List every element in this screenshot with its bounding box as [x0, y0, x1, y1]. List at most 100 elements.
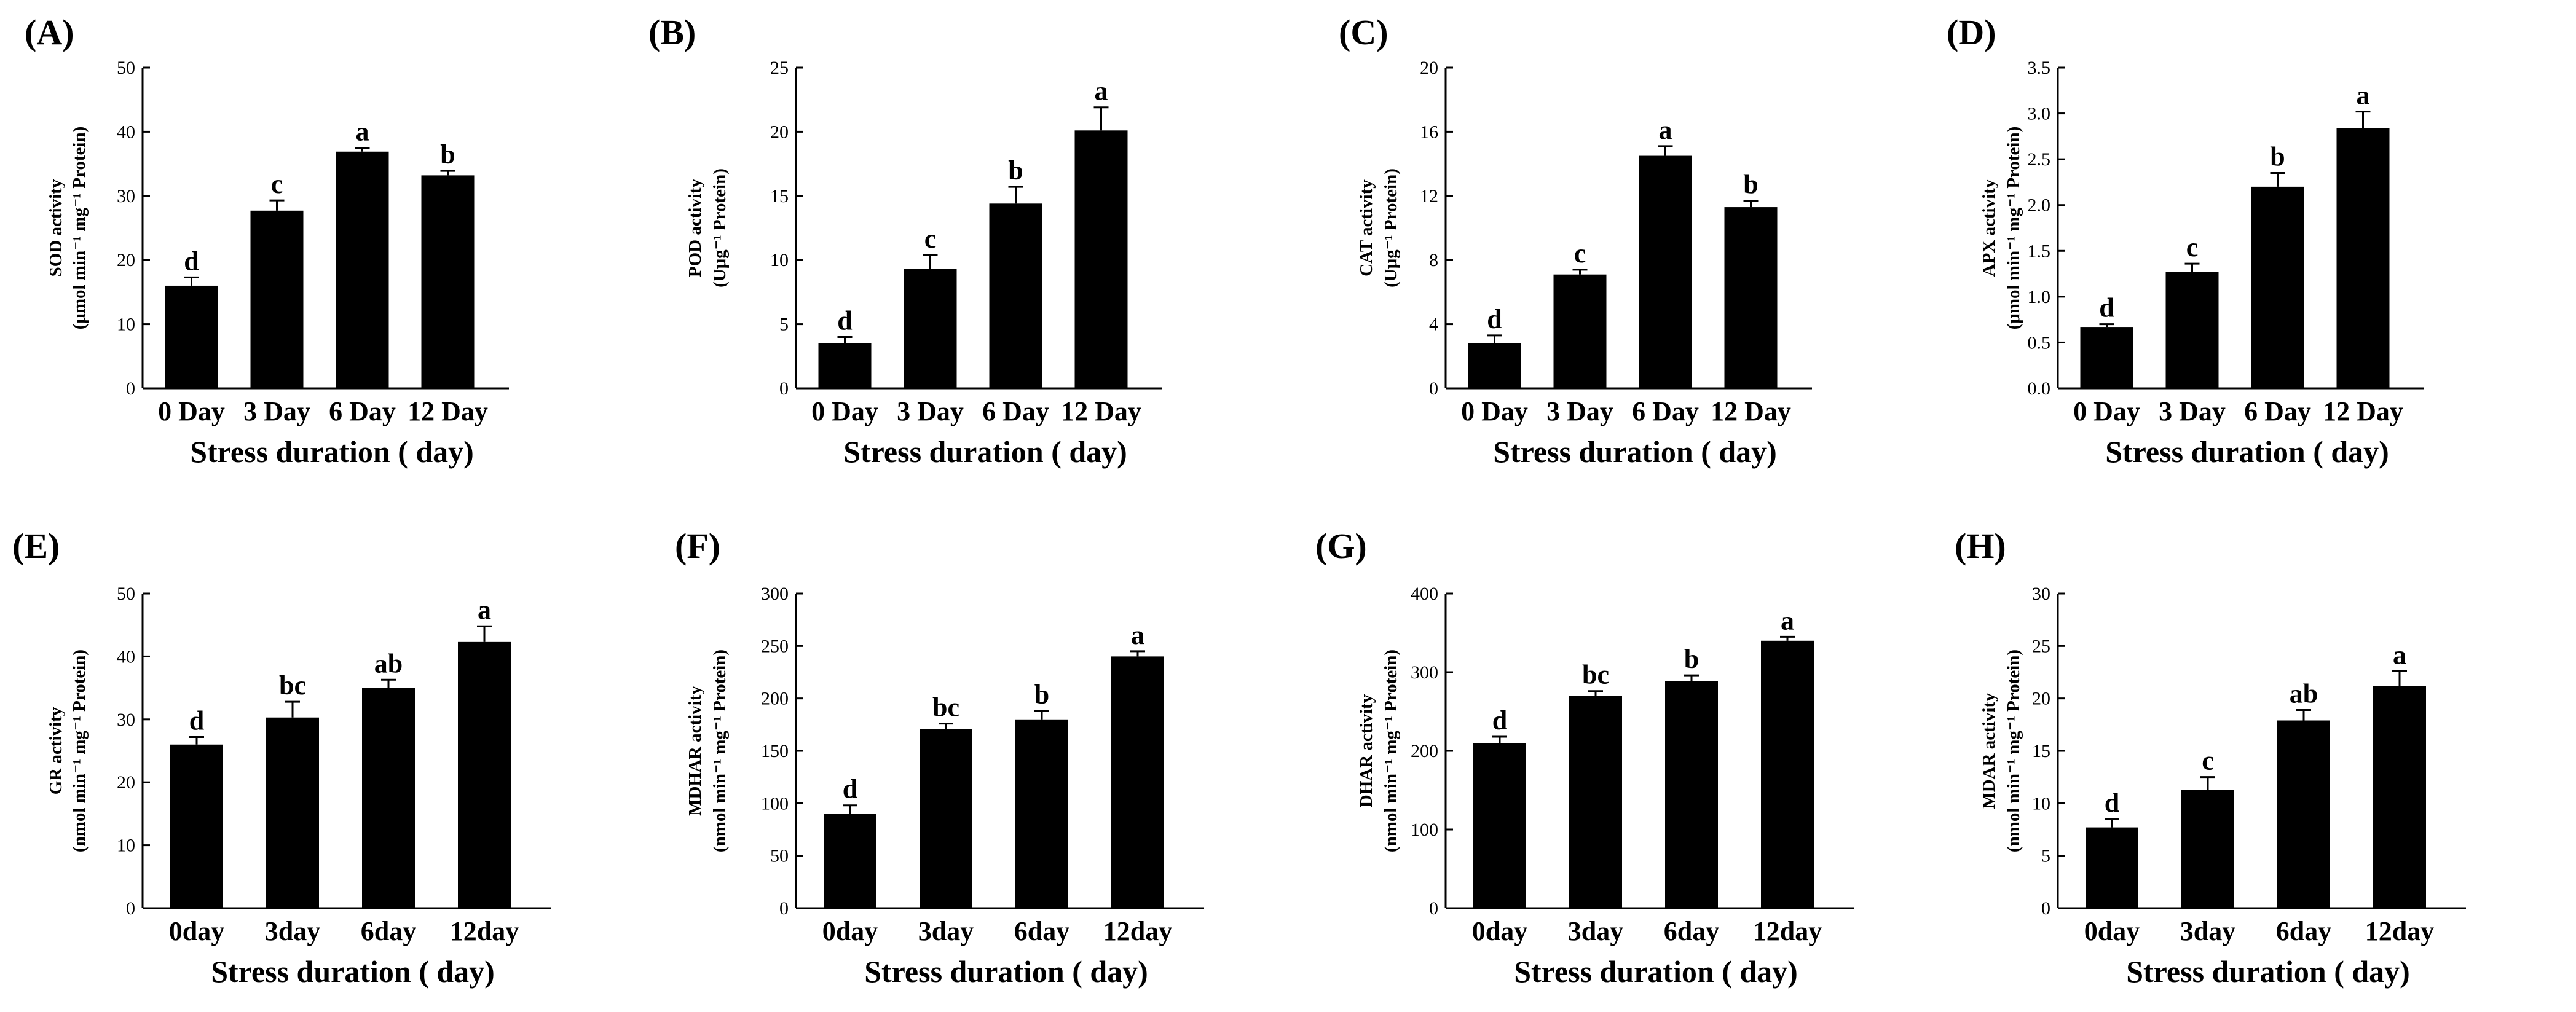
bar	[2181, 790, 2234, 908]
y-axis-unit: (nmol min⁻¹ mg⁻¹ Protein)	[710, 649, 730, 852]
x-axis-title: Stress duration ( day)	[2105, 434, 2389, 469]
y-tick-label: 0	[126, 379, 135, 399]
bar	[362, 688, 415, 908]
y-tick-label: 0	[779, 898, 789, 919]
bar	[2373, 686, 2426, 908]
significance-letter: d	[1492, 705, 1507, 735]
y-axis-title: DHAR activity	[1357, 694, 1376, 807]
y-axis-unit: (Uμg⁻¹ Protein)	[710, 168, 730, 288]
x-tick-label: 3 Day	[897, 396, 964, 426]
y-tick-label: 25	[2032, 636, 2050, 656]
x-tick-label: 12 Day	[1711, 396, 1791, 426]
y-tick-label: 0	[1429, 898, 1438, 919]
bar	[2251, 186, 2304, 388]
panel-label: (G)	[1315, 526, 1367, 566]
bar	[1015, 719, 1068, 908]
x-tick-label: 3day	[265, 916, 320, 946]
y-tick-label: 100	[1411, 820, 1438, 840]
significance-letter: c	[1574, 238, 1586, 269]
bar	[1473, 743, 1526, 908]
y-axis-title: POD activity	[685, 178, 705, 277]
bar	[1468, 343, 1521, 388]
x-tick-label: 12 Day	[408, 396, 488, 426]
y-tick-label: 200	[1411, 741, 1438, 761]
significance-letter: a	[1131, 620, 1144, 650]
y-tick-label: 1.5	[2028, 241, 2051, 261]
chart-panel-e: (E) 0 10 20 30 40 50 d 0day bc 3day ab 6day a 12day Str…	[12, 526, 551, 989]
y-axis-unit: (μmol min⁻¹ mg⁻¹ Protein)	[69, 127, 89, 330]
y-tick-label: 10	[2032, 793, 2050, 814]
y-axis-title: GR activity	[46, 707, 66, 794]
significance-letter: a	[1659, 115, 1672, 145]
x-tick-label: 6 Day	[1632, 396, 1699, 426]
y-tick-label: 0	[2041, 898, 2050, 919]
x-tick-label: 12 Day	[2323, 396, 2403, 426]
significance-letter: a	[2357, 80, 2370, 111]
y-tick-label: 5	[779, 315, 789, 335]
y-tick-label: 20	[1420, 58, 1438, 78]
y-tick-label: 100	[761, 793, 789, 814]
x-tick-label: 3 Day	[243, 396, 310, 426]
bar	[989, 203, 1042, 388]
significance-letter: bc	[279, 670, 306, 700]
y-tick-label: 1.0	[2028, 287, 2051, 307]
bar	[266, 717, 319, 908]
bar	[1111, 656, 1164, 908]
y-tick-label: 20	[117, 250, 135, 270]
x-axis-title: Stress duration ( day)	[864, 954, 1148, 989]
panel-label: (B)	[648, 12, 696, 52]
significance-letter: d	[837, 305, 852, 335]
y-tick-label: 3.5	[2028, 58, 2051, 78]
x-tick-label: 0day	[2084, 916, 2140, 946]
y-tick-label: 30	[117, 186, 135, 206]
y-tick-label: 0	[779, 379, 789, 399]
y-tick-label: 30	[117, 710, 135, 730]
panel-label: (C)	[1339, 12, 1388, 52]
x-tick-label: 12day	[1103, 916, 1172, 946]
y-tick-label: 8	[1429, 250, 1438, 270]
chart-panel-g: (G) 0 100 200 300 400 d 0day bc 3day b 6day a 12day St…	[1315, 526, 1854, 989]
x-tick-label: 0day	[822, 916, 878, 946]
y-tick-label: 15	[770, 186, 789, 206]
bar	[336, 151, 389, 388]
x-tick-label: 0 Day	[811, 396, 878, 426]
y-tick-label: 20	[770, 122, 789, 142]
significance-letter: b	[1008, 155, 1023, 186]
y-axis-unit: (nmol min⁻¹ mg⁻¹ Protein)	[2004, 649, 2023, 852]
x-axis-title: Stress duration ( day)	[1493, 434, 1777, 469]
y-axis-unit: (μmol min⁻¹ mg⁻¹ Protein)	[2004, 127, 2023, 330]
y-tick-label: 50	[117, 584, 135, 604]
bar	[904, 269, 957, 388]
bar	[920, 729, 972, 908]
x-tick-label: 3 Day	[1546, 396, 1613, 426]
significance-letter: c	[2202, 746, 2214, 776]
significance-letter: ab	[2290, 678, 2318, 708]
x-axis-title: Stress duration ( day)	[211, 954, 495, 989]
y-axis-title: CAT activity	[1357, 179, 1376, 277]
x-tick-label: 0day	[1472, 916, 1527, 946]
y-tick-label: 25	[770, 58, 789, 78]
significance-letter: d	[189, 705, 204, 735]
y-tick-label: 15	[2032, 741, 2050, 761]
y-tick-label: 150	[761, 741, 789, 761]
y-axis-title: MDAR activity	[1979, 692, 1999, 809]
bar	[458, 641, 511, 908]
significance-letter: a	[478, 595, 491, 625]
significance-letter: d	[2099, 293, 2114, 323]
significance-letter: a	[1095, 76, 1108, 106]
x-axis-title: Stress duration ( day)	[1514, 954, 1798, 989]
y-tick-label: 16	[1420, 122, 1438, 142]
y-tick-label: 10	[117, 315, 135, 335]
chart-panel-f: (F) 0 50 100 150 200 250 300 d 0day bc 3day b 6day a 12…	[675, 526, 1204, 989]
significance-letter: c	[271, 169, 283, 199]
significance-letter: ab	[374, 648, 403, 678]
x-tick-label: 12day	[1753, 916, 1822, 946]
bar	[250, 210, 304, 388]
x-tick-label: 3day	[1568, 916, 1623, 946]
x-axis-title: Stress duration ( day)	[190, 434, 474, 469]
x-axis-title: Stress duration ( day)	[843, 434, 1127, 469]
y-tick-label: 250	[761, 636, 789, 656]
bar	[421, 175, 475, 388]
x-tick-label: 6 Day	[982, 396, 1049, 426]
